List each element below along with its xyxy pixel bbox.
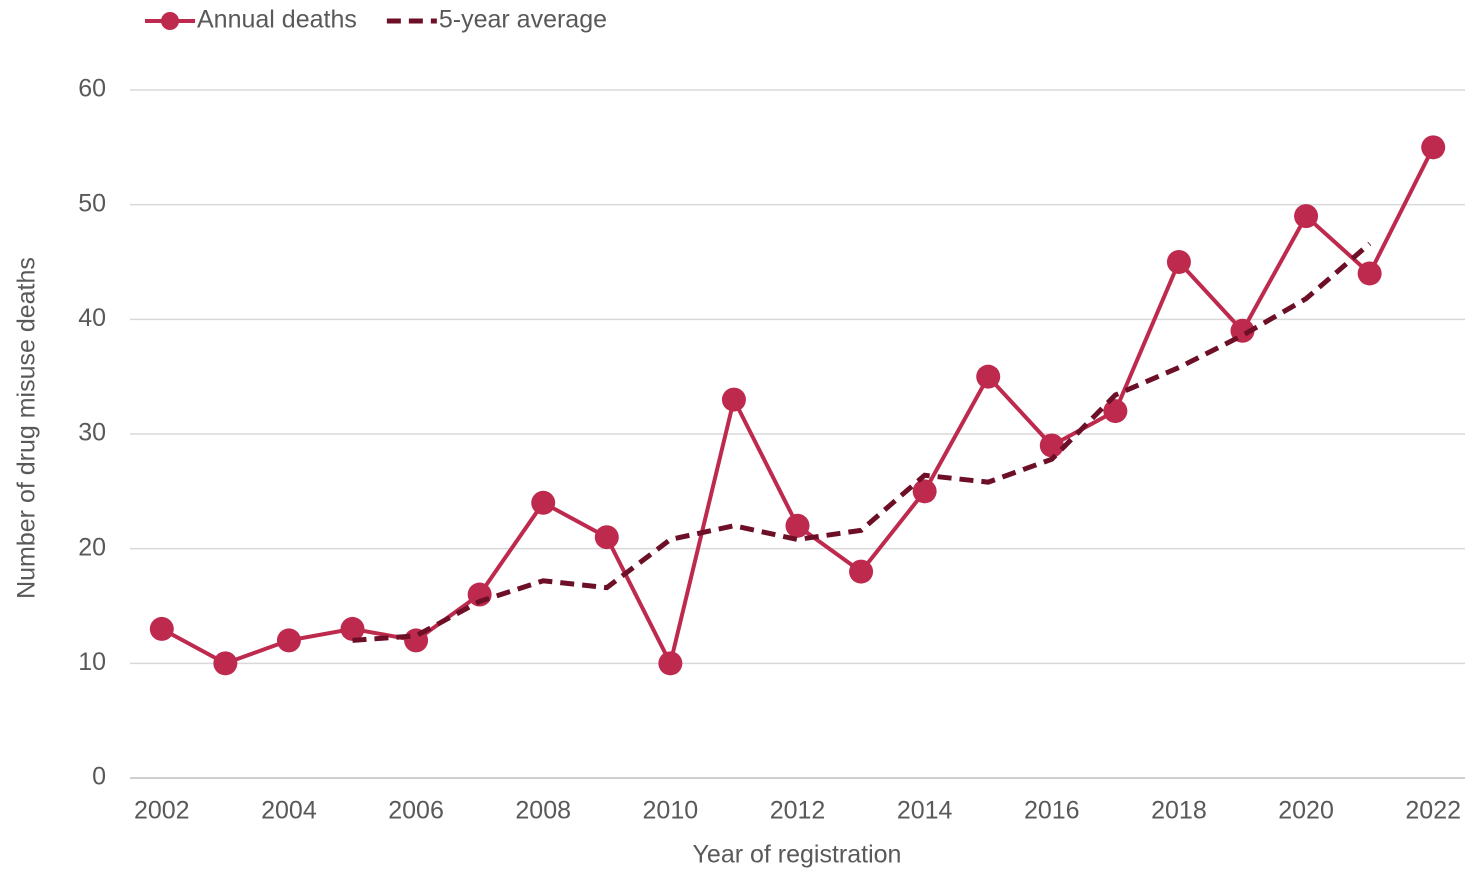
- series-line: [352, 241, 1372, 643]
- x-tick-label: 2008: [515, 797, 571, 825]
- y-axis-title: Number of drug misuse deaths: [13, 257, 41, 599]
- x-tick-label: 2006: [388, 797, 444, 825]
- data-point: [531, 490, 556, 515]
- data-point: [785, 513, 810, 538]
- data-point: [1166, 250, 1191, 274]
- data-point: [1421, 135, 1446, 160]
- data-point: [658, 651, 683, 676]
- y-tick-label: 40: [78, 304, 106, 332]
- data-point: [213, 651, 238, 676]
- x-tick-label: 2018: [1151, 797, 1207, 825]
- data-point: [1103, 399, 1128, 424]
- data-point: [849, 559, 874, 584]
- data-point: [340, 616, 365, 641]
- y-tick-label: 0: [92, 763, 106, 791]
- x-tick-label: 2004: [261, 797, 317, 825]
- y-tick-label: 50: [78, 189, 106, 217]
- data-point: [721, 387, 746, 412]
- legend-label: 5-year average: [439, 6, 607, 34]
- data-point: [594, 525, 619, 550]
- x-tick-label: 2022: [1405, 797, 1461, 825]
- x-tick-label: 2002: [134, 797, 190, 825]
- data-point: [976, 364, 1001, 389]
- legend-marker: [161, 12, 179, 30]
- legend-label: Annual deaths: [197, 6, 357, 34]
- y-tick-label: 60: [78, 75, 106, 103]
- x-tick-label: 2016: [1024, 797, 1080, 825]
- data-point: [1294, 204, 1319, 229]
- y-tick-label: 10: [78, 648, 106, 676]
- data-point: [1039, 433, 1064, 458]
- x-tick-label: 2014: [897, 797, 953, 825]
- x-tick-label: 2012: [770, 797, 826, 825]
- y-tick-label: 20: [78, 533, 106, 561]
- series-line: [160, 146, 1435, 670]
- x-axis-title: Year of registration: [693, 841, 902, 869]
- x-tick-label: 2020: [1278, 797, 1334, 825]
- data-point: [1357, 261, 1382, 286]
- data-point: [912, 479, 937, 504]
- y-tick-label: 30: [78, 419, 106, 447]
- data-point: [149, 616, 174, 641]
- data-point: [276, 628, 301, 653]
- x-tick-label: 2010: [643, 797, 699, 825]
